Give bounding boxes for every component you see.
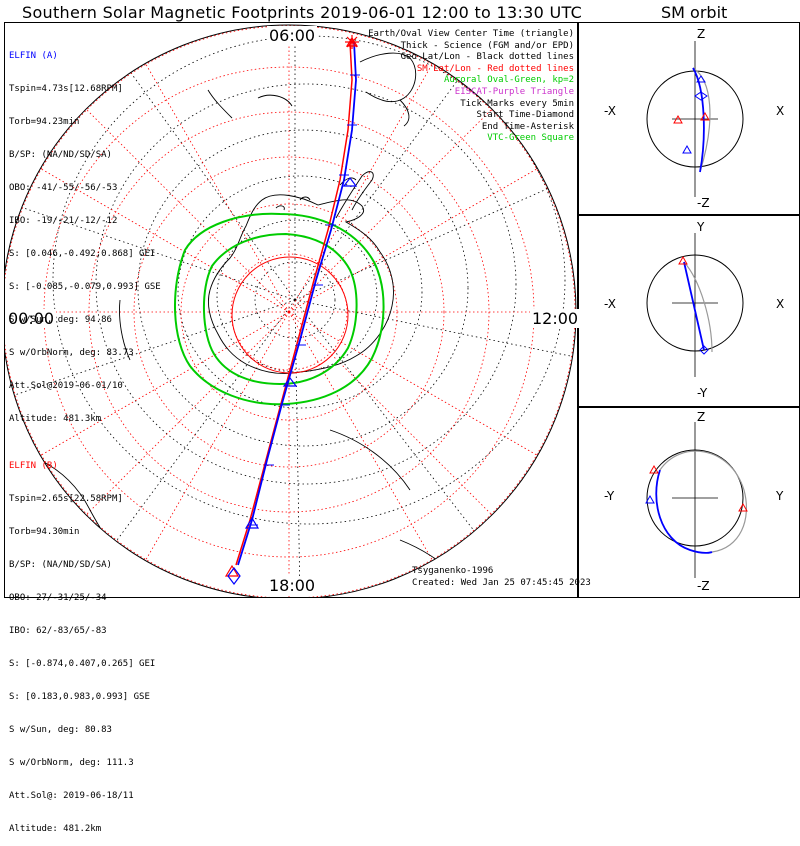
- orbit-path-a: [683, 261, 705, 351]
- orbit-plot-xy: [646, 233, 744, 377]
- elfin-a-line: Torb=94.23min: [9, 117, 80, 127]
- geo-latlon-grid: [5, 25, 576, 597]
- orbit-xy-right-label: X: [776, 297, 785, 311]
- orbit-marker: [673, 114, 683, 124]
- orbit-marker: [645, 494, 655, 504]
- elfin-a-line: S w/Sun, deg: 94.86: [9, 315, 112, 325]
- auroral-oval: [174, 212, 385, 406]
- elfin-a-line: B/SP: (NA/ND/SD/SA): [9, 150, 112, 160]
- elfin-a-line: S: [0.046,-0.492,0.868] GEI: [9, 249, 156, 259]
- elfin-a-footprint-track: [237, 41, 357, 566]
- time-label-top: 06:00: [267, 26, 318, 45]
- orbit-marker: [738, 502, 748, 512]
- elfin-a-title: ELFIN (A): [9, 51, 58, 61]
- orbit-yz-top-label: Z: [697, 410, 706, 424]
- time-label-bottom: 18:00: [267, 576, 318, 595]
- orbit-path-gray: [692, 67, 711, 173]
- elfin-b-line: B/SP: (NA/ND/SD/SA): [9, 560, 112, 570]
- orbit-plots: [645, 41, 748, 578]
- elfin-b-title: ELFIN (B): [9, 461, 58, 471]
- orbit-path-gray: [659, 450, 748, 553]
- created-timestamp: Created: Wed Jan 25 07:45:45 2023: [412, 578, 591, 588]
- orbit-path-a: [655, 469, 713, 554]
- elfin-b-line: Att.Sol@: 2019-06-18/11: [9, 791, 134, 801]
- legend-item: Earth/Oval View Center Time (triangle): [368, 29, 574, 39]
- orbit-xy-left-label: -X: [604, 297, 616, 311]
- elfin-b-line: Torb=94.30min: [9, 527, 80, 537]
- model-credit: Tsyganenko-1996: [412, 566, 494, 576]
- orbit-xy-top-label: Y: [697, 220, 705, 234]
- legend-item: Tick Marks every 5min: [460, 98, 574, 109]
- elfin-b-line: Altitude: 481.2km: [9, 824, 102, 834]
- time-label-right: 12:00: [530, 309, 581, 328]
- elfin-a-info: ELFIN (A) Tspin=4.73s[12.68RPM] Torb=94.…: [9, 29, 161, 436]
- legend-item: Thick - Science (FGM and/or EPD): [400, 40, 574, 51]
- elfin-b-line: S w/Sun, deg: 80.83: [9, 725, 112, 735]
- orbit-xy-bottom-label: -Y: [697, 386, 708, 400]
- elfin-b-line: Tspin=2.65s[22.58RPM]: [9, 494, 123, 504]
- orbit-xz-bottom-label: -Z: [697, 196, 710, 210]
- orbit-marker: [696, 75, 706, 83]
- elfin-b-line: OBO: 27/-31/25/-34: [9, 593, 107, 603]
- orbit-panel-title: SM orbit: [661, 3, 728, 22]
- legend-item: Start Time-Diamond: [476, 110, 574, 121]
- orbit-xz-left-label: -X: [604, 104, 616, 118]
- orbit-marker: [649, 464, 659, 474]
- elfin-b-line: S w/OrbNorm, deg: 111.3: [9, 758, 134, 768]
- orbit-plot-yz: [645, 422, 748, 578]
- elfin-a-line: Altitude: 481.3km: [9, 414, 102, 424]
- legend-item: Auroral Oval-Green, kp=2: [443, 75, 574, 86]
- orbit-marker: [694, 91, 708, 101]
- orbit-xz-top-label: Z: [697, 27, 706, 41]
- elfin-b-line: S: [0.183,0.983,0.993] GSE: [9, 692, 150, 702]
- orbit-yz-bottom-label: -Z: [697, 579, 710, 593]
- legend-item: Geo Lat/Lon - Black dotted lines: [400, 52, 574, 63]
- map-legend: Earth/Oval View Center Time (triangle) Th…: [330, 29, 574, 154]
- elfin-a-line: S: [-0.085,-0.079,0.993] GSE: [9, 282, 161, 292]
- orbit-marker: [682, 144, 692, 154]
- elfin-a-line: Tspin=4.73s[12.68RPM]: [9, 84, 123, 94]
- legend-item: End Time-Asterisk: [481, 121, 574, 132]
- orbit-marker: [700, 111, 710, 121]
- legend-item: VTC-Green Square: [487, 133, 574, 144]
- elfin-a-line: Att.Sol@2019-06-01/10: [9, 381, 123, 391]
- orbit-marker: [699, 345, 709, 355]
- elfin-a-line: S w/OrbNorm, deg: 83.73: [9, 348, 134, 358]
- elfin-b-line: S: [-0.874,0.407,0.265] GEI: [9, 659, 156, 669]
- orbit-xz-right-label: X: [776, 104, 785, 118]
- legend-item: EISCAT-Purple Triangle: [454, 86, 574, 97]
- orbit-yz-left-label: -Y: [604, 489, 615, 503]
- page-title: Southern Solar Magnetic Footprints 2019-…: [22, 3, 583, 22]
- orbit-path-gray: [683, 261, 713, 353]
- orbit-yz-right-label: Y: [776, 489, 784, 503]
- elfin-a-line: IBO: -19/-21/-12/-12: [9, 216, 118, 226]
- track-tick-marks: [248, 74, 360, 526]
- orbit-plot-xz: [646, 41, 744, 197]
- time-label-left: 00:00: [6, 309, 57, 328]
- elfin-b-footprint-track: [235, 41, 353, 566]
- track-markers: [224, 35, 359, 585]
- elfin-b-line: IBO: 62/-83/65/-83: [9, 626, 107, 636]
- legend-item: SM Lat/Lon - Red dotted lines: [416, 63, 574, 74]
- orbit-marker: [678, 255, 688, 265]
- elfin-a-line: OBO: -41/-55/-56/-53: [9, 183, 118, 193]
